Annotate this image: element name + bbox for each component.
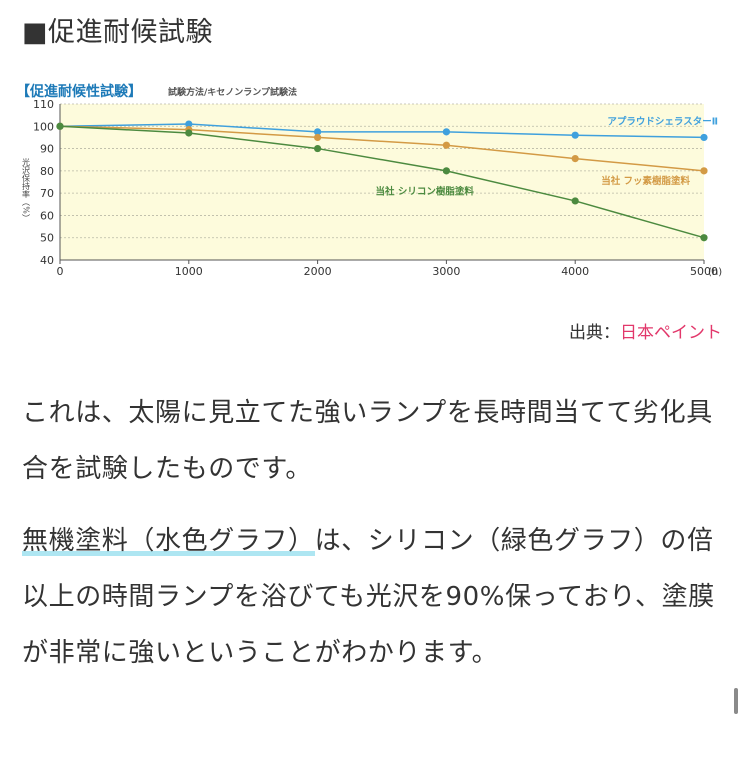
x-tick-label: 1000 xyxy=(175,265,203,278)
source-credit: 出典：日本ペイント xyxy=(569,318,722,343)
series-line xyxy=(59,123,705,139)
series-label: アプラウドシェラスターⅡ xyxy=(607,115,718,127)
y-tick-label: 70 xyxy=(40,187,54,200)
y-tick-label: 90 xyxy=(40,143,54,156)
weathering-chart: 【促進耐候性試験】 試験方法/キセノンランプ試験法 光沢保持率（%） 40 50 6… xyxy=(10,80,722,280)
y-tick-label: 110 xyxy=(33,98,54,111)
data-point xyxy=(442,167,450,175)
paragraph-2-text: は、シリコン（緑色グラフ）の倍以上の時間ランプを浴びても光沢を90%保っており、… xyxy=(22,526,715,668)
y-tick-label: 80 xyxy=(40,165,54,178)
section-heading: ■促進耐候試験 xyxy=(22,17,214,48)
data-point xyxy=(442,128,450,136)
data-point xyxy=(314,133,322,142)
plot-background xyxy=(60,104,704,260)
source-label: 出典： xyxy=(569,323,620,343)
chart-plot-area: 40 50 60 70 80 90 100 110 0 1000 2000 3000 4000 5000(… xyxy=(33,98,722,278)
data-point xyxy=(700,234,708,242)
scroll-indicator[interactable] xyxy=(734,688,738,714)
x-tick-label: 5000 xyxy=(690,265,718,278)
chart-y-axis-label: 光沢保持率（%） xyxy=(22,157,31,222)
data-point xyxy=(185,129,193,137)
data-point xyxy=(185,120,193,128)
data-point xyxy=(571,131,579,139)
data-point xyxy=(700,167,708,175)
x-unit-label: (h) xyxy=(708,267,722,278)
series-label: 当社 フッ素樹脂塗料 xyxy=(601,175,690,187)
data-point xyxy=(56,122,64,130)
paragraph-2: 無機塗料（水色グラフ）は、シリコン（緑色グラフ）の倍以上の時間ランプを浴びても光… xyxy=(22,513,722,681)
data-point xyxy=(314,128,322,136)
series-line xyxy=(59,125,705,172)
y-tick-label: 50 xyxy=(40,232,54,245)
chart-subtitle: 試験方法/キセノンランプ試験法 xyxy=(168,86,297,98)
source-link[interactable]: 日本ペイント xyxy=(620,323,722,343)
weathering-chart-svg: 【促進耐候性試験】 試験方法/キセノンランプ試験法 光沢保持率（%） 40 50 6… xyxy=(16,83,722,278)
series-line xyxy=(59,125,705,239)
y-tick-label: 60 xyxy=(40,209,54,222)
data-point xyxy=(571,155,579,163)
data-point xyxy=(314,144,322,153)
data-point xyxy=(442,141,450,149)
data-point xyxy=(571,197,579,205)
y-tick-label: 40 xyxy=(40,254,54,267)
series-label: 当社 シリコン樹脂塗料 xyxy=(376,186,475,198)
x-tick-label: 4000 xyxy=(561,265,589,278)
highlighted-phrase: 無機塗料（水色グラフ） xyxy=(22,526,315,556)
x-tick-label: 2000 xyxy=(304,265,332,278)
paragraph-1: これは、太陽に見立てた強いランプを長時間当てて劣化具合を試験したものです。 xyxy=(22,398,713,484)
y-tick-label: 100 xyxy=(33,120,54,133)
x-tick-label: 0 xyxy=(57,265,64,278)
chart-title: 【促進耐候性試験】 xyxy=(16,83,142,100)
data-point xyxy=(700,133,708,142)
x-tick-label: 3000 xyxy=(432,265,460,278)
